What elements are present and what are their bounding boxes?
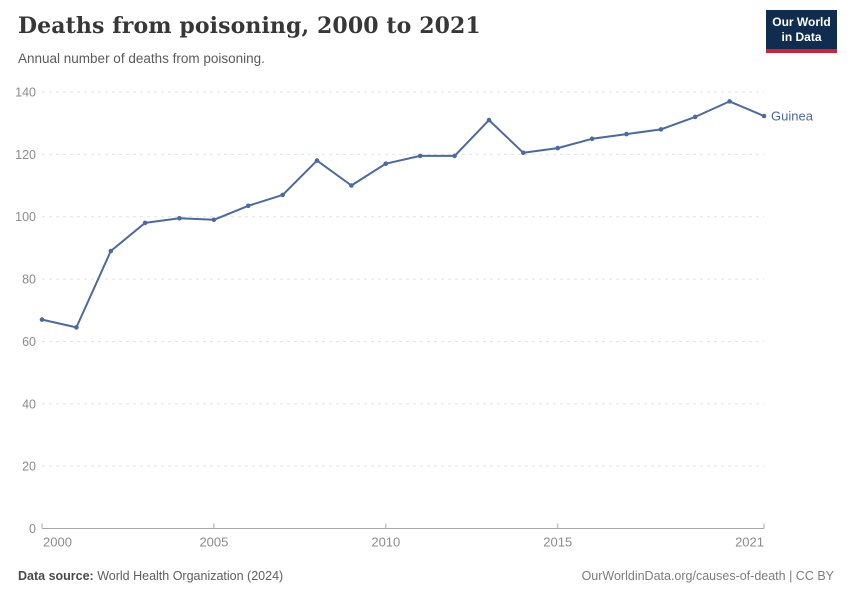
y-tick-label: 140 bbox=[15, 86, 36, 100]
data-point bbox=[589, 136, 595, 142]
data-point bbox=[39, 317, 45, 322]
owid-logo-line1: Our World bbox=[772, 15, 831, 29]
x-tick-label: 2000 bbox=[43, 535, 72, 550]
y-tick-label: 40 bbox=[22, 397, 36, 411]
data-point bbox=[349, 183, 354, 188]
data-point bbox=[142, 220, 148, 226]
data-point bbox=[692, 114, 698, 120]
data-point bbox=[521, 150, 526, 156]
data-point bbox=[761, 113, 767, 119]
data-point bbox=[383, 161, 389, 166]
owid-logo-line2: in Data bbox=[781, 30, 822, 44]
data-point bbox=[658, 127, 664, 132]
y-tick-label: 120 bbox=[15, 148, 36, 162]
data-point bbox=[314, 158, 320, 163]
y-tick-label: 20 bbox=[22, 460, 36, 474]
data-source-label: Data source: bbox=[18, 569, 94, 583]
x-tick-label: 2010 bbox=[371, 535, 400, 550]
data-point bbox=[555, 145, 560, 151]
data-point bbox=[624, 131, 629, 137]
data-point bbox=[108, 248, 114, 254]
data-line-guinea bbox=[41, 100, 765, 329]
x-tick-label: 2015 bbox=[543, 535, 572, 550]
y-tick-label: 100 bbox=[15, 210, 36, 224]
owid-citation-link[interactable]: OurWorldinData.org/causes-of-death | CC … bbox=[581, 569, 834, 583]
y-tick-label: 60 bbox=[22, 335, 36, 349]
data-point bbox=[727, 99, 732, 104]
chart-footer: Data source: World Health Organization (… bbox=[18, 569, 834, 583]
data-source-value: World Health Organization (2024) bbox=[93, 569, 284, 583]
data-point bbox=[486, 117, 492, 123]
data-point bbox=[74, 325, 79, 330]
data-source-note: Data source: World Health Organization (… bbox=[18, 569, 283, 583]
x-tick-label: 2021 bbox=[735, 535, 764, 550]
data-point bbox=[246, 203, 251, 209]
y-tick-label: 0 bbox=[29, 522, 36, 536]
series-label-guinea: Guinea bbox=[771, 109, 814, 124]
chart-subtitle: Annual number of deaths from poisoning. bbox=[18, 51, 265, 66]
data-point bbox=[280, 192, 286, 198]
data-point bbox=[211, 217, 217, 223]
owid-logo[interactable]: Our World in Data bbox=[766, 10, 837, 53]
chart-title: Deaths from poisoning, 2000 to 2021 bbox=[18, 13, 481, 39]
data-point bbox=[452, 153, 457, 159]
x-tick-label: 2005 bbox=[199, 535, 228, 550]
data-point bbox=[417, 153, 423, 159]
data-point bbox=[177, 216, 182, 221]
y-tick-label: 80 bbox=[22, 273, 36, 287]
